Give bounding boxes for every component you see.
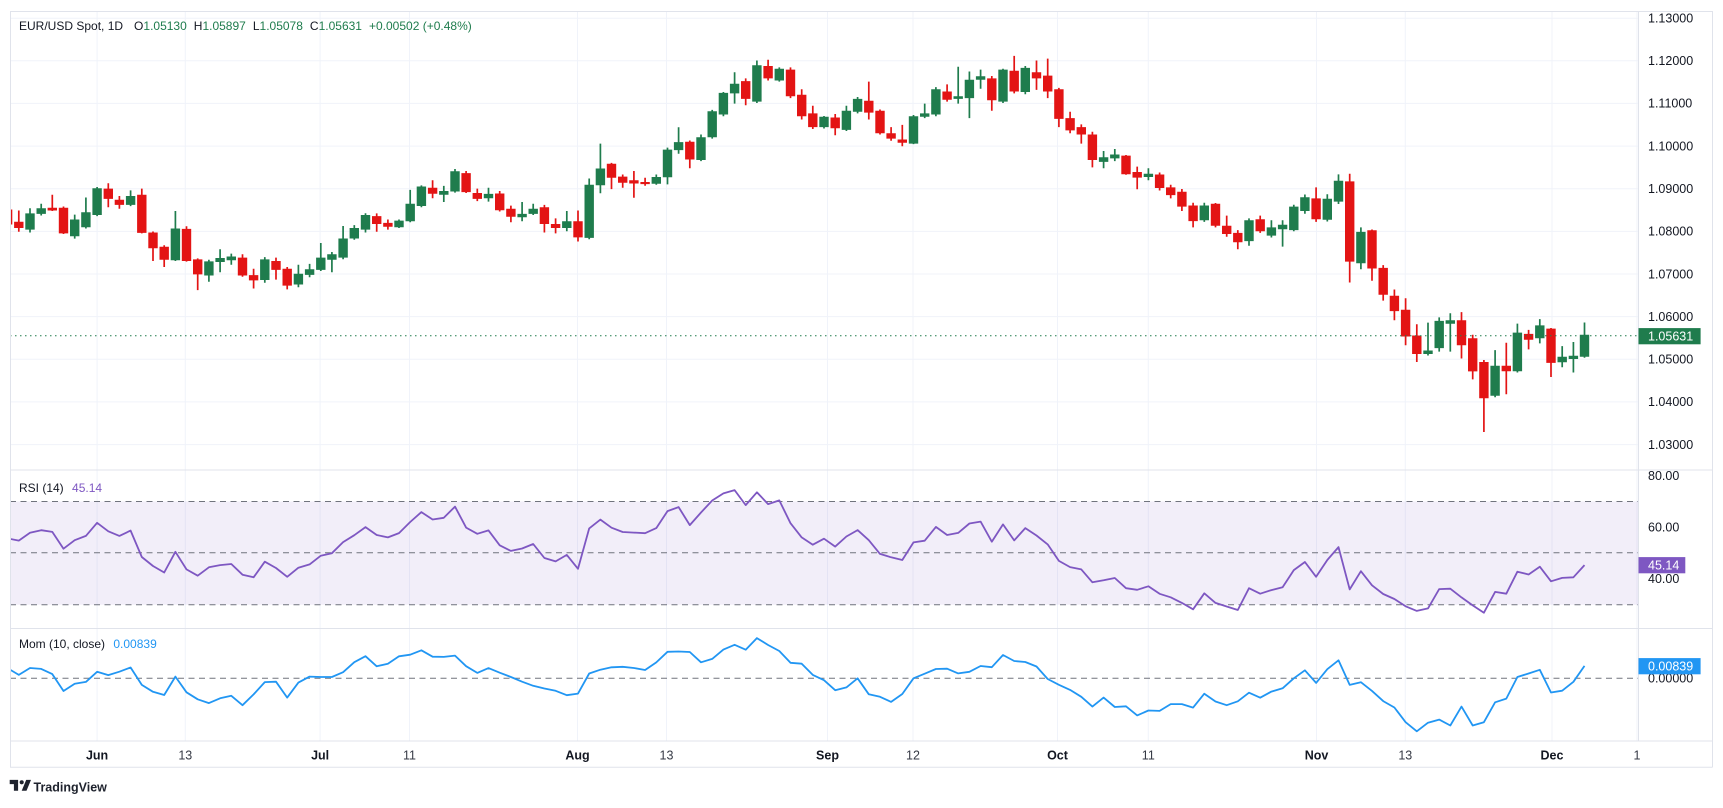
svg-text:1.05631: 1.05631 — [1648, 330, 1693, 344]
svg-text:0.00000: 0.00000 — [1648, 672, 1693, 686]
svg-text:Aug: Aug — [565, 749, 589, 763]
svg-text:60.00: 60.00 — [1648, 520, 1679, 534]
svg-text:13: 13 — [1398, 749, 1412, 763]
svg-text:80.00: 80.00 — [1648, 469, 1679, 483]
svg-text:1.11000: 1.11000 — [1648, 97, 1692, 111]
svg-text:1.03000: 1.03000 — [1648, 438, 1693, 452]
svg-text:Sep: Sep — [816, 749, 839, 763]
svg-text:Nov: Nov — [1305, 749, 1329, 763]
svg-text:Oct: Oct — [1047, 749, 1069, 763]
svg-text:1: 1 — [1634, 749, 1641, 763]
svg-text:11: 11 — [403, 749, 416, 763]
svg-text:1.05000: 1.05000 — [1648, 353, 1693, 367]
svg-text:1.04000: 1.04000 — [1648, 395, 1693, 409]
svg-text:13: 13 — [178, 749, 192, 763]
svg-text:12: 12 — [906, 749, 920, 763]
svg-text:Dec: Dec — [1541, 749, 1564, 763]
svg-text:1.09000: 1.09000 — [1648, 182, 1693, 196]
svg-text:11: 11 — [1142, 749, 1155, 763]
svg-text:Mom (10, close) 0.00839: Mom (10, close) 0.00839 — [19, 637, 157, 651]
svg-text:1.10000: 1.10000 — [1648, 139, 1693, 153]
svg-text:Jun: Jun — [86, 749, 108, 763]
svg-text:0.00839: 0.00839 — [1648, 660, 1693, 674]
svg-text:40.00: 40.00 — [1648, 572, 1679, 586]
svg-text:RSI (14) 45.14: RSI (14) 45.14 — [19, 481, 102, 495]
svg-text:13: 13 — [660, 749, 674, 763]
svg-text:1.13000: 1.13000 — [1648, 12, 1693, 26]
svg-text:1.06000: 1.06000 — [1648, 310, 1693, 324]
svg-text:TradingView: TradingView — [34, 780, 108, 794]
svg-text:1.08000: 1.08000 — [1648, 225, 1693, 239]
svg-text:Jul: Jul — [311, 749, 329, 763]
svg-text:1.07000: 1.07000 — [1648, 267, 1693, 281]
svg-text:1.12000: 1.12000 — [1648, 54, 1693, 68]
svg-text:45.14: 45.14 — [1648, 559, 1679, 573]
